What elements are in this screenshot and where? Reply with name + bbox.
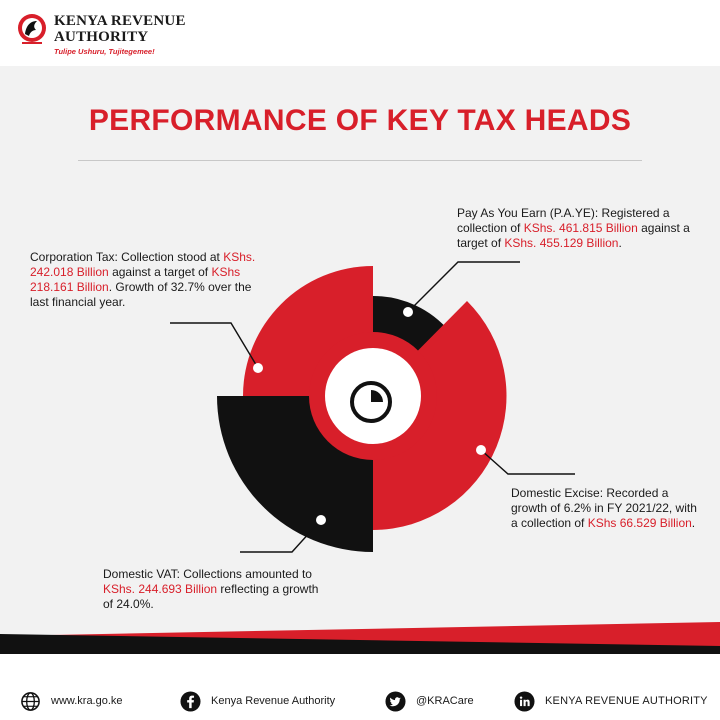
footer-website-text: www.kra.go.ke <box>51 695 123 707</box>
note-corporation-value1: KShs. 242.018 Billion <box>30 250 256 279</box>
note-paye: Pay As You Earn (P.A.YE): Registered a c… <box>457 206 702 251</box>
note-paye-text3: . <box>618 236 622 250</box>
footer-facebook-text: Kenya Revenue Authority <box>211 695 336 707</box>
note-corporation-text3: . Growth of 32.7% over the last financia… <box>30 280 252 309</box>
note-paye-text2: against a target of <box>457 221 690 250</box>
globe-icon <box>21 691 40 711</box>
footer-twitter-link[interactable]: @KRACare <box>385 690 474 712</box>
note-vat-label: Domestic VAT: <box>103 567 180 581</box>
connector-vat <box>240 515 326 553</box>
note-vat-text2: reflecting a growth of 24.0%. <box>103 582 319 611</box>
note-corporation-value2: KShs 218.161 Billion <box>30 265 241 294</box>
footer-facebook-link[interactable]: Kenya Revenue Authority <box>180 690 335 712</box>
footer-twitter-text: @KRACare <box>416 695 474 707</box>
brand-name-line2: AUTHORITY <box>54 29 149 45</box>
note-excise-value1: KShs 66.529 Billion <box>587 516 692 530</box>
note-corporation-text1: Collection stood at <box>117 250 224 264</box>
brand-name-line1: KENYA REVENUE <box>54 13 186 29</box>
note-vat-text1: Collections amounted to <box>179 567 312 581</box>
kra-lion-logo-icon <box>18 14 46 44</box>
note-corporation-text2: against a target of <box>108 265 212 279</box>
note-domestic-vat: Domestic VAT: Collections amounted to KS… <box>103 567 323 612</box>
note-excise-text2: . <box>691 516 696 530</box>
brand-tagline: Tulipe Ushuru, Tujitegemee! <box>54 47 155 56</box>
note-paye-value1: KShs. 461.815 Billion <box>523 221 638 235</box>
footer-website-link[interactable]: www.kra.go.ke <box>20 690 123 712</box>
footer-linkedin-text: KENYA REVENUE AUTHORITY <box>545 695 708 707</box>
header: KENYA REVENUE AUTHORITY Tulipe Ushuru, T… <box>0 0 720 66</box>
connector-corporation <box>170 322 263 373</box>
footer-linkedin-link[interactable]: KENYA REVENUE AUTHORITY <box>514 690 708 712</box>
note-corporation-tax: Corporation Tax: Collection stood at KSh… <box>30 250 270 310</box>
title-divider <box>78 160 642 161</box>
clock-icon <box>350 381 392 423</box>
note-excise-text1: Recorded a growth of 6.2% in FY 2021/22,… <box>511 486 697 530</box>
note-domestic-excise: Domestic Excise: Recorded a growth of 6.… <box>511 486 701 531</box>
note-paye-text1: Registered a collection of <box>457 206 670 235</box>
facebook-icon <box>180 690 201 712</box>
connector-excise <box>476 445 575 475</box>
footer <box>0 660 720 720</box>
note-vat-value1: KShs. 244.693 Billion <box>103 582 218 596</box>
segment-domestic-excise <box>373 301 507 530</box>
note-corporation-label: Corporation Tax: <box>30 250 118 264</box>
page-title: PERFORMANCE OF KEY TAX HEADS <box>88 104 632 137</box>
linkedin-icon <box>514 690 535 712</box>
note-paye-value2: KShs. 455.129 Billion <box>504 236 619 250</box>
note-paye-label: Pay As You Earn (P.A.YE): <box>457 206 599 220</box>
decorative-stripes <box>0 622 720 660</box>
connector-paye <box>403 261 520 317</box>
twitter-icon <box>385 690 406 712</box>
note-excise-label: Domestic Excise: <box>511 486 604 500</box>
